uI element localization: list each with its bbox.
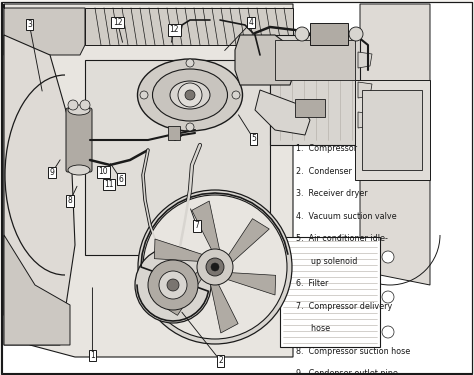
FancyBboxPatch shape (280, 237, 380, 347)
Circle shape (186, 123, 194, 131)
Polygon shape (4, 4, 293, 357)
Ellipse shape (153, 69, 228, 121)
Circle shape (80, 100, 90, 110)
Circle shape (140, 91, 148, 99)
Circle shape (382, 291, 394, 303)
Text: 12: 12 (113, 18, 122, 27)
Circle shape (206, 258, 224, 276)
Text: 2.  Condenser: 2. Condenser (296, 167, 352, 176)
Text: 3.  Receiver dryer: 3. Receiver dryer (296, 189, 368, 198)
FancyBboxPatch shape (295, 99, 325, 117)
Text: 2: 2 (218, 356, 223, 365)
Polygon shape (85, 8, 293, 45)
FancyBboxPatch shape (85, 60, 270, 255)
Circle shape (68, 100, 78, 110)
Text: up solenoid: up solenoid (296, 257, 357, 266)
Text: 8: 8 (68, 196, 73, 205)
Polygon shape (235, 35, 295, 85)
Polygon shape (192, 201, 221, 257)
Text: 9: 9 (50, 168, 55, 177)
FancyBboxPatch shape (362, 90, 422, 170)
FancyBboxPatch shape (310, 23, 348, 45)
Polygon shape (4, 35, 75, 345)
Text: 11: 11 (104, 180, 114, 189)
Circle shape (186, 59, 194, 67)
Polygon shape (224, 219, 269, 267)
Text: 6: 6 (118, 175, 123, 184)
Polygon shape (161, 267, 206, 315)
Text: 4: 4 (249, 18, 254, 27)
Circle shape (232, 91, 240, 99)
Text: 1: 1 (90, 351, 95, 360)
Circle shape (148, 260, 198, 310)
Circle shape (178, 83, 202, 107)
Polygon shape (358, 52, 372, 68)
Polygon shape (358, 82, 372, 98)
FancyBboxPatch shape (168, 126, 180, 140)
Circle shape (295, 27, 309, 41)
Ellipse shape (137, 59, 243, 131)
Circle shape (349, 27, 363, 41)
Circle shape (159, 271, 187, 299)
Text: 10: 10 (99, 167, 108, 176)
FancyBboxPatch shape (355, 80, 430, 180)
Circle shape (211, 263, 219, 271)
Ellipse shape (68, 105, 90, 115)
Text: 9.  Condenser outlet pipe: 9. Condenser outlet pipe (296, 369, 398, 375)
Text: 5: 5 (251, 134, 256, 143)
Circle shape (135, 247, 211, 323)
Ellipse shape (68, 165, 90, 175)
Text: 3: 3 (27, 20, 32, 29)
Text: 1.  Compressor: 1. Compressor (296, 144, 357, 153)
Circle shape (143, 195, 287, 339)
Polygon shape (255, 90, 310, 135)
Text: 5.  Air conditioner idle-: 5. Air conditioner idle- (296, 234, 388, 243)
Circle shape (167, 279, 179, 291)
Ellipse shape (170, 81, 210, 109)
FancyBboxPatch shape (66, 108, 92, 172)
Circle shape (138, 190, 292, 344)
FancyBboxPatch shape (270, 35, 360, 145)
Text: 4.  Vacuum suction valve: 4. Vacuum suction valve (296, 212, 397, 221)
Text: 7: 7 (194, 221, 199, 230)
Polygon shape (4, 4, 85, 55)
Text: hose: hose (296, 324, 330, 333)
Polygon shape (209, 277, 238, 333)
Text: 8.  Compressor suction hose: 8. Compressor suction hose (296, 347, 410, 356)
Circle shape (197, 249, 233, 285)
Polygon shape (360, 4, 430, 285)
Polygon shape (221, 272, 276, 295)
Text: 7.  Compressor delivery: 7. Compressor delivery (296, 302, 392, 311)
Circle shape (382, 326, 394, 338)
Polygon shape (155, 239, 209, 262)
Text: 6.  Filter: 6. Filter (296, 279, 328, 288)
Polygon shape (358, 112, 372, 128)
Polygon shape (4, 235, 70, 345)
FancyBboxPatch shape (275, 40, 355, 80)
Circle shape (185, 90, 195, 100)
Circle shape (382, 251, 394, 263)
Text: 12: 12 (170, 26, 179, 34)
